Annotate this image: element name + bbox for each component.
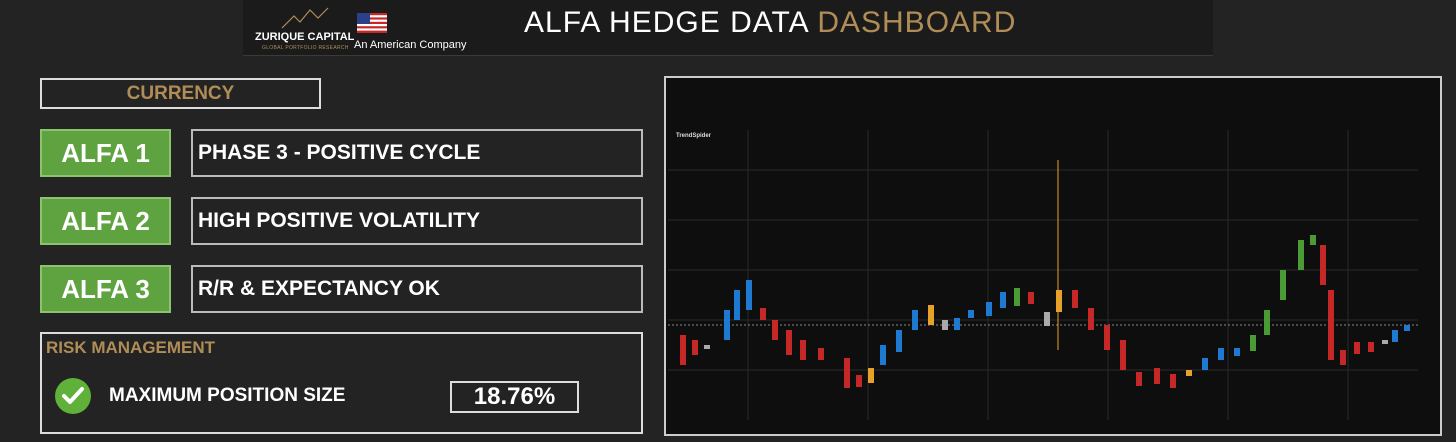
signal-name: ALFA 2 (40, 197, 171, 245)
signal-status: HIGH POSITIVE VOLATILITY (191, 197, 643, 245)
page-title: ALFA HEDGE DATA DASHBOARD (524, 6, 1016, 40)
signal-status: PHASE 3 - POSITIVE CYCLE (191, 129, 643, 177)
tagline: An American Company (354, 39, 467, 51)
logo (281, 7, 329, 29)
title-main: ALFA HEDGE DATA (524, 6, 808, 39)
chart-brand: TrendSpider (676, 133, 712, 139)
risk-panel (40, 332, 643, 434)
signal-status: R/R & EXPECTANCY OK (191, 265, 643, 313)
signal-name: ALFA 1 (40, 129, 171, 177)
currency-label: CURRENCY (40, 78, 321, 109)
title-accent: DASHBOARD (817, 6, 1017, 39)
check-icon (55, 378, 91, 414)
candles (668, 130, 1418, 420)
flag (357, 13, 387, 33)
risk-title: RISK MANAGEMENT (46, 338, 216, 357)
chart-image (664, 76, 1442, 436)
company-subtitle: GLOBAL PORTFOLIO RESEARCH (262, 45, 349, 51)
header-bar (243, 0, 1213, 56)
company-name: ZURIQUE CAPITAL (255, 31, 355, 43)
metric-label: MAXIMUM POSITION SIZE (109, 385, 346, 406)
signal-name: ALFA 3 (40, 265, 171, 313)
metric-value: 18.76% (450, 381, 579, 413)
